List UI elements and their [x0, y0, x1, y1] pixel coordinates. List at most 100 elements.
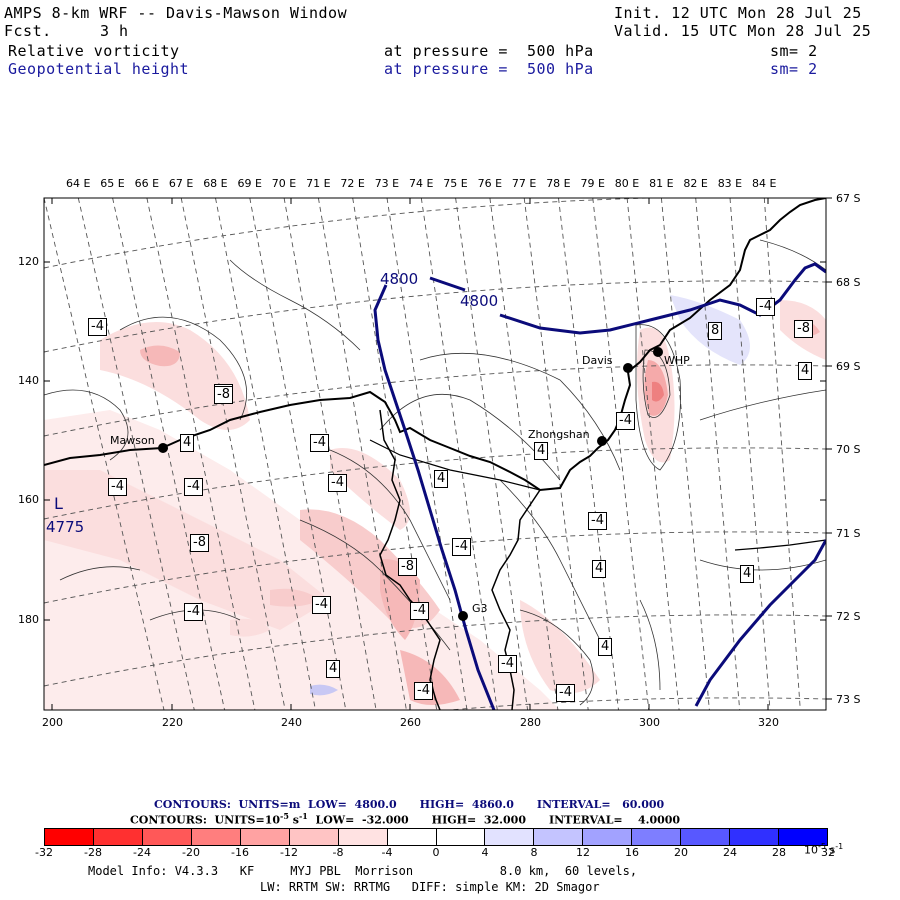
field2-level: at pressure = 500 hPa [384, 60, 594, 78]
forecast-hour: 3 h [100, 22, 129, 40]
valid-time: Valid. 15 UTC Mon 28 Jul 25 [614, 22, 872, 40]
longitude-tick-label: 76 E [477, 177, 503, 190]
longitude-tick-label: 77 E [511, 177, 537, 190]
vorticity-contour-label: 4 [534, 442, 549, 460]
color-scale-swatch [730, 829, 780, 845]
color-scale-label: 20 [674, 846, 688, 859]
vorticity-contour-label: 4 [598, 638, 613, 656]
station-label-mawson: Mawson [110, 434, 155, 447]
vorticity-contour-label: -8 [214, 386, 233, 404]
vorticity-contour-label: -4 [616, 412, 635, 430]
color-scale-label: 16 [625, 846, 639, 859]
color-scale-swatch [240, 829, 290, 845]
latitude-tick-label: 72 S [836, 610, 861, 623]
height-label: 4775 [46, 518, 85, 536]
vorticity-contour-label: -4 [452, 538, 471, 556]
latitude-tick-label: 71 S [836, 527, 861, 540]
station-label-zhongshan: Zhongshan [528, 428, 590, 441]
vorticity-contour-label: -4 [556, 684, 575, 702]
longitude-tick-label: 65 E [100, 177, 125, 190]
vorticity-contour-label: -8 [190, 534, 209, 552]
forecast-label: Fcst. [4, 22, 52, 40]
x-tick-label: 240 [281, 716, 302, 729]
x-tick-label: 200 [42, 716, 63, 729]
vorticity-contour-label: 4 [434, 470, 449, 488]
color-scale-swatch [779, 829, 827, 845]
station-label-g3: G3 [472, 602, 488, 615]
color-scale-swatch [191, 829, 241, 845]
x-tick-label: 320 [758, 716, 779, 729]
color-scale-swatch [485, 829, 535, 845]
color-scale-label: -28 [84, 846, 102, 859]
latitude-tick-label: 67 S [836, 192, 861, 205]
height-label: 4800 [380, 270, 419, 288]
vorticity-contour-label: -4 [588, 512, 607, 530]
vorticity-contour-label: -4 [184, 478, 203, 496]
longitude-tick-label: 80 E [614, 177, 640, 190]
longitude-tick-label: 79 E [580, 177, 605, 190]
color-scale-swatch [93, 829, 143, 845]
vorticity-contour-label: -4 [184, 603, 203, 621]
vorticity-contour-label: 8 [708, 322, 723, 340]
color-scale-swatch [338, 829, 388, 845]
x-tick-label: 280 [520, 716, 541, 729]
station-markers [158, 347, 663, 621]
coastline [44, 198, 826, 492]
field1-name: Relative vorticity [8, 42, 180, 60]
longitude-tick-label: 66 E [134, 177, 160, 190]
color-scale-unit: 10-5 s-1 [804, 842, 844, 857]
longitude-tick-label: 84 E [752, 177, 777, 190]
vorticity-contour-label: -4 [310, 434, 329, 452]
longitude-tick-label: 72 E [340, 177, 365, 190]
vorticity-contour-label: 4 [180, 434, 195, 452]
color-scale-label: 8 [530, 846, 538, 859]
coastline-southeast [734, 539, 826, 551]
longitude-tick-label: 68 E [203, 177, 228, 190]
color-scale-swatch [436, 829, 486, 845]
vorticity-contour-label: 4 [798, 362, 813, 380]
color-scale-label: -32 [35, 846, 53, 859]
longitude-tick-label: 81 E [649, 177, 674, 190]
field2-name: Geopotential height [8, 60, 190, 78]
station-label-whp: WHP [664, 354, 690, 367]
color-scale-swatch [387, 829, 437, 845]
color-scale-swatch [583, 829, 633, 845]
x-tick-label: 260 [400, 716, 421, 729]
x-tick-label: 300 [639, 716, 660, 729]
vorticity-contours [44, 239, 826, 706]
longitude-tick-label: 73 E [374, 177, 400, 190]
color-scale-label: -8 [332, 846, 344, 859]
longitude-tick-label: 69 E [237, 177, 262, 190]
longitude-tick-label: 64 E [66, 177, 91, 190]
model-info: Model Info: V4.3.3 KF MYJ PBL Morrison 8… [88, 864, 638, 878]
longitude-tick-label: 67 E [168, 177, 194, 190]
longitude-tick-label: 70 E [271, 177, 297, 190]
latitude-tick-label: 69 S [836, 360, 861, 373]
color-scale-bar [44, 828, 828, 846]
vorticity-contour-label: 4 [592, 560, 607, 578]
y-tick-label: 160 [18, 493, 39, 506]
station-label-davis: Davis [582, 354, 613, 367]
longitude-tick-label: 82 E [683, 177, 708, 190]
height-contour-info: CONTOURS: UNITS=m LOW= 4800.0 HIGH= 4860… [154, 798, 665, 811]
vorticity-contour-info: CONTOURS: UNITS=10-5 s-1 LOW= -32.000 HI… [130, 811, 681, 827]
init-time: Init. 12 UTC Mon 28 Jul 25 [614, 4, 862, 22]
low-marker: L [54, 494, 63, 513]
vorticity-contour-label: -4 [108, 478, 127, 496]
latitude-tick-label: 73 S [836, 693, 861, 706]
latitude-tick-label: 70 S [836, 443, 861, 456]
coastline-west [379, 409, 441, 710]
color-scale-label: -24 [133, 846, 151, 859]
geopotential-contours [373, 262, 826, 710]
vorticity-contour-label: -4 [88, 318, 107, 336]
vorticity-contour-label: -4 [328, 474, 347, 492]
color-scale-swatch [632, 829, 682, 845]
color-scale-label: -12 [280, 846, 298, 859]
color-scale-swatch [45, 829, 94, 845]
color-scale-swatch [681, 829, 731, 845]
physics-info: LW: RRTM SW: RRTMG DIFF: simple KM: 2D S… [260, 880, 600, 894]
color-scale-label: 32 [821, 846, 835, 859]
vorticity-contour-label: -4 [414, 682, 433, 700]
x-tick-label: 220 [162, 716, 183, 729]
vorticity-contour-label: -4 [756, 298, 775, 316]
